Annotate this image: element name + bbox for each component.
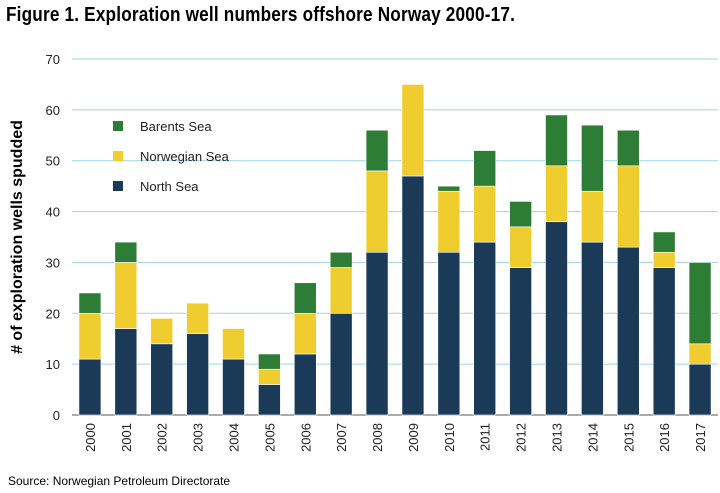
y-tick-label: 60 (46, 103, 60, 118)
bar-segment-north-sea (329, 312, 353, 416)
x-tick-label: 2013 (550, 423, 565, 452)
x-tick-label: 2009 (406, 423, 421, 452)
bar-segment-north-sea (652, 267, 676, 416)
x-tick-label: 2017 (693, 423, 708, 452)
bar-segment-norwegian-sea (222, 328, 245, 360)
x-tick-label: 2008 (370, 423, 385, 452)
bar-segment-norwegian-sea (150, 318, 174, 345)
legend: Barents Sea Norwegian Sea North Sea (113, 119, 230, 194)
legend-label: North Sea (140, 179, 199, 194)
bar-segment-north-sea (401, 175, 425, 416)
bar-segment-barents-sea (329, 251, 353, 268)
legend-swatch (113, 121, 123, 131)
bar-segment-north-sea (473, 241, 497, 416)
bar-segment-north-sea (150, 343, 174, 416)
y-tick-label: 70 (46, 52, 60, 67)
bar-segment-norwegian-sea (365, 170, 389, 253)
grid-lines (72, 58, 718, 416)
bar-segment-north-sea (581, 241, 604, 416)
bar-segment-norwegian-sea (616, 165, 640, 248)
bar-segment-norwegian-sea (78, 312, 102, 360)
bar-segment-barents-sea (688, 262, 712, 345)
bar-segment-norwegian-sea (509, 226, 532, 268)
x-tick-label: 2006 (298, 423, 313, 452)
bar-segment-barents-sea (365, 129, 389, 172)
x-tick-label: 2014 (585, 423, 600, 452)
x-tick-label: 2010 (442, 423, 457, 452)
y-axis-ticks: 0 10 20 30 40 50 60 70 (46, 52, 60, 423)
bar-segment-north-sea (365, 251, 389, 416)
y-axis-label: # of exploration wells spudded (9, 120, 26, 354)
x-tick-label: 2003 (191, 423, 206, 452)
bar-segment-north-sea (437, 251, 461, 416)
bar-segment-barents-sea (114, 241, 138, 263)
bar-segment-norwegian-sea (688, 343, 712, 365)
x-tick-label: 2016 (657, 423, 672, 452)
y-tick-label: 10 (46, 357, 60, 372)
bar-segment-north-sea (114, 328, 138, 416)
bar-chart: 0 10 20 30 40 50 60 70 2000 2001 2002 2003 2004 2005… (9, 52, 718, 452)
bar-segment-norwegian-sea (293, 312, 317, 355)
bar-segment-norwegian-sea (401, 84, 425, 177)
y-tick-label: 40 (46, 205, 60, 220)
bar-segment-barents-sea (581, 124, 604, 192)
bar-segment-norwegian-sea (581, 190, 604, 243)
x-axis-ticks: 2000 2001 2002 2003 2004 2005 2006 2007 2008 2009… (83, 423, 708, 452)
source-note: Source: Norwegian Petroleum Directorate (8, 474, 231, 488)
y-tick-label: 20 (46, 306, 60, 321)
bar-segment-barents-sea (78, 292, 102, 314)
x-tick-label: 2012 (514, 423, 529, 452)
x-tick-label: 2001 (119, 423, 134, 452)
bar-segment-north-sea (545, 221, 568, 416)
chart-title: Figure 1. Exploration well numbers offsh… (6, 4, 516, 26)
bar-segment-north-sea (616, 246, 640, 416)
x-tick-label: 2015 (621, 423, 636, 452)
y-tick-label: 0 (53, 408, 60, 423)
bars (78, 84, 712, 416)
legend-swatch (113, 151, 123, 161)
bar-segment-north-sea (186, 333, 209, 416)
legend-label: Norwegian Sea (140, 149, 230, 164)
bar-segment-norwegian-sea (186, 302, 209, 334)
bar-segment-north-sea (509, 267, 532, 416)
bar-segment-norwegian-sea (437, 190, 461, 253)
bar-segment-norwegian-sea (329, 267, 353, 314)
bar-segment-norwegian-sea (114, 262, 138, 329)
x-tick-label: 2000 (83, 423, 98, 452)
bar-segment-barents-sea (473, 150, 497, 187)
bar-segment-norwegian-sea (652, 251, 676, 268)
bar-segment-north-sea (258, 384, 281, 416)
bar-segment-north-sea (78, 358, 102, 416)
bar-segment-barents-sea (616, 129, 640, 167)
y-tick-label: 30 (46, 255, 60, 270)
bar-segment-norwegian-sea (258, 368, 281, 385)
bar-segment-barents-sea (437, 185, 461, 192)
bar-segment-barents-sea (293, 282, 317, 314)
bar-segment-barents-sea (509, 201, 532, 228)
x-tick-label: 2005 (262, 423, 277, 452)
bar-segment-barents-sea (258, 353, 281, 370)
bar-segment-barents-sea (545, 114, 568, 167)
x-tick-label: 2007 (334, 423, 349, 452)
bar-segment-norwegian-sea (473, 185, 497, 243)
bar-segment-norwegian-sea (545, 165, 568, 223)
bar-segment-barents-sea (652, 231, 676, 253)
legend-swatch (113, 181, 123, 191)
x-tick-label: 2002 (155, 423, 170, 452)
y-tick-label: 50 (46, 154, 60, 169)
bar-segment-north-sea (688, 363, 712, 416)
x-tick-label: 2004 (227, 423, 242, 452)
bar-segment-north-sea (222, 358, 245, 416)
bar-segment-north-sea (293, 353, 317, 416)
legend-label: Barents Sea (140, 119, 212, 134)
x-tick-label: 2011 (478, 423, 493, 451)
